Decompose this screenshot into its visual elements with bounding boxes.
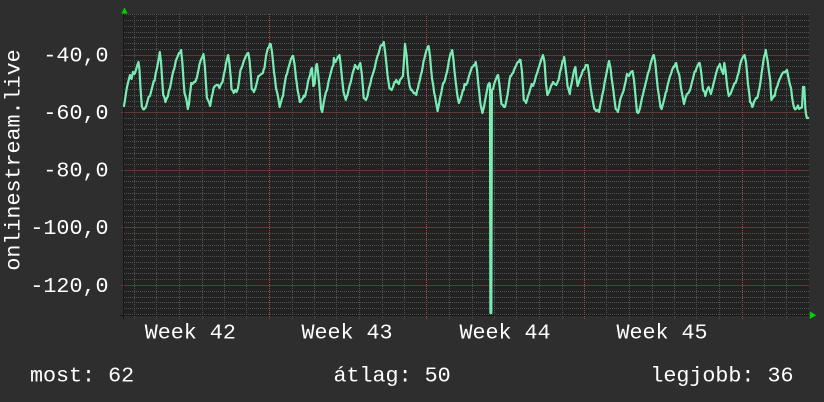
svg-text:-60,0: -60,0 <box>43 101 108 126</box>
svg-text:onlinestream.live: onlinestream.live <box>2 49 27 270</box>
svg-text:-100,0: -100,0 <box>30 216 108 241</box>
svg-text:átlag: 50: átlag: 50 <box>334 363 451 388</box>
svg-text:Week 44: Week 44 <box>459 320 550 345</box>
svg-text:Week 42: Week 42 <box>145 320 236 345</box>
svg-text:legjobb: 36: legjobb: 36 <box>650 363 793 388</box>
svg-text:-120,0: -120,0 <box>30 274 108 299</box>
svg-text:Week 43: Week 43 <box>301 320 392 345</box>
svg-text:Week 45: Week 45 <box>616 320 707 345</box>
svg-text:most: 62: most: 62 <box>30 363 134 388</box>
svg-text:-40,0: -40,0 <box>43 43 108 68</box>
svg-text:-80,0: -80,0 <box>43 159 108 184</box>
